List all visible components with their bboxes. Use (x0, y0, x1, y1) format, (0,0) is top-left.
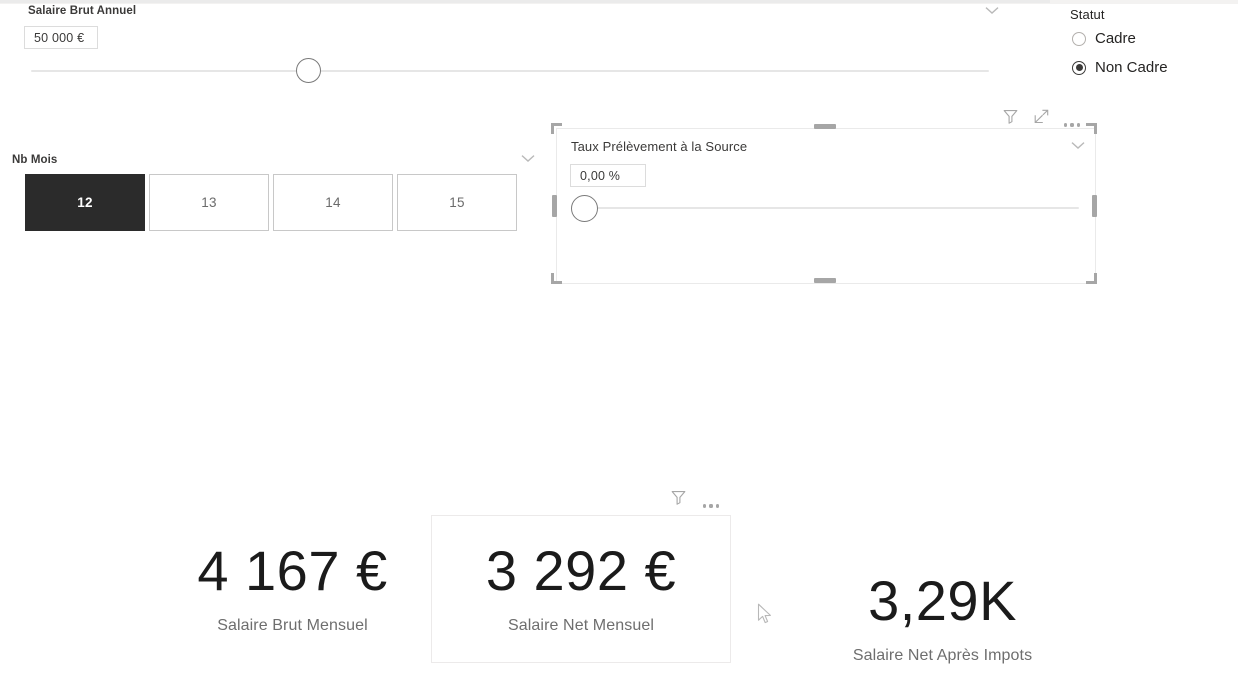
selection-handle-bottom-center[interactable] (814, 278, 836, 283)
nb-mois-tile-list: 12 13 14 15 (25, 174, 517, 231)
chevron-down-icon[interactable] (521, 154, 535, 163)
slicer-statut-label: Statut (1070, 7, 1105, 22)
salaire-net-mensuel-toolbar (670, 489, 719, 511)
taux-prelevement-title: Taux Prélèvement à la Source (571, 139, 748, 154)
nb-mois-tile[interactable]: 15 (397, 174, 517, 231)
chevron-down-icon[interactable] (985, 6, 999, 15)
taux-prelevement-slider-track[interactable] (575, 207, 1079, 209)
kpi-card-salaire-net-mensuel[interactable]: 3 292 € Salaire Net Mensuel (431, 515, 731, 663)
radio-indicator-non-cadre (1072, 60, 1086, 75)
kpi-value: 3 292 € (485, 539, 677, 602)
filter-icon[interactable] (670, 489, 687, 511)
radio-dot (1075, 64, 1083, 71)
slicer-statut[interactable]: Statut Cadre Non Cadre (1070, 4, 1238, 89)
filter-icon[interactable] (1002, 108, 1019, 130)
page-top-strip-inner (0, 0, 1050, 3)
taux-visual-toolbar (1002, 108, 1080, 130)
slicer-salaire-brut-annuel-label: Salaire Brut Annuel (28, 5, 137, 17)
radio-label-cadre: Cadre (1095, 30, 1136, 47)
radio-option-cadre[interactable]: Cadre (1072, 30, 1136, 47)
slicer-salaire-brut-annuel[interactable]: Salaire Brut Annuel 50 000 € (0, 0, 1000, 95)
more-options-icon[interactable] (1064, 109, 1080, 130)
kpi-card-salaire-net-apres-impots[interactable]: 3,29K Salaire Net Après Impots (805, 555, 1080, 683)
salaire-brut-annuel-input[interactable]: 50 000 € (24, 26, 98, 49)
nb-mois-tile[interactable]: 13 (149, 174, 269, 231)
selection-handle-bottom-right[interactable] (1086, 273, 1097, 284)
mouse-cursor (757, 603, 775, 627)
kpi-label: Salaire Net Après Impots (852, 647, 1033, 664)
selection-handle-top-right[interactable] (1086, 123, 1097, 134)
radio-indicator-cadre (1072, 31, 1086, 46)
salaire-brut-annuel-slider-track[interactable] (31, 70, 989, 72)
selection-handle-middle-right[interactable] (1092, 195, 1097, 217)
kpi-value: 3,29K (868, 569, 1017, 632)
radio-option-non-cadre[interactable]: Non Cadre (1072, 59, 1168, 76)
kpi-card-salaire-brut-mensuel[interactable]: 4 167 € Salaire Brut Mensuel (155, 515, 430, 663)
more-options-icon[interactable] (703, 490, 719, 511)
kpi-label: Salaire Net Mensuel (508, 617, 654, 634)
focus-mode-icon[interactable] (1033, 108, 1050, 130)
slicer-nb-mois[interactable]: Nb Mois 12 13 14 15 (0, 150, 540, 240)
taux-prelevement-slider-handle[interactable] (571, 195, 598, 222)
slicer-taux-prelevement[interactable]: Taux Prélèvement à la Source 0,00 % (556, 128, 1096, 284)
nb-mois-tile[interactable]: 14 (273, 174, 393, 231)
nb-mois-tile[interactable]: 12 (25, 174, 145, 231)
kpi-value: 4 167 € (197, 539, 388, 602)
salaire-brut-annuel-slider-handle[interactable] (296, 58, 321, 83)
selection-handle-top-center[interactable] (814, 124, 836, 129)
selection-handle-top-left[interactable] (551, 123, 562, 134)
selection-handle-middle-left[interactable] (552, 195, 557, 217)
selection-handle-bottom-left[interactable] (551, 273, 562, 284)
taux-prelevement-input[interactable]: 0,00 % (570, 164, 646, 187)
slicer-nb-mois-label: Nb Mois (12, 154, 58, 166)
kpi-label: Salaire Brut Mensuel (217, 617, 368, 634)
radio-label-non-cadre: Non Cadre (1095, 59, 1168, 76)
chevron-down-icon[interactable] (1071, 141, 1085, 150)
